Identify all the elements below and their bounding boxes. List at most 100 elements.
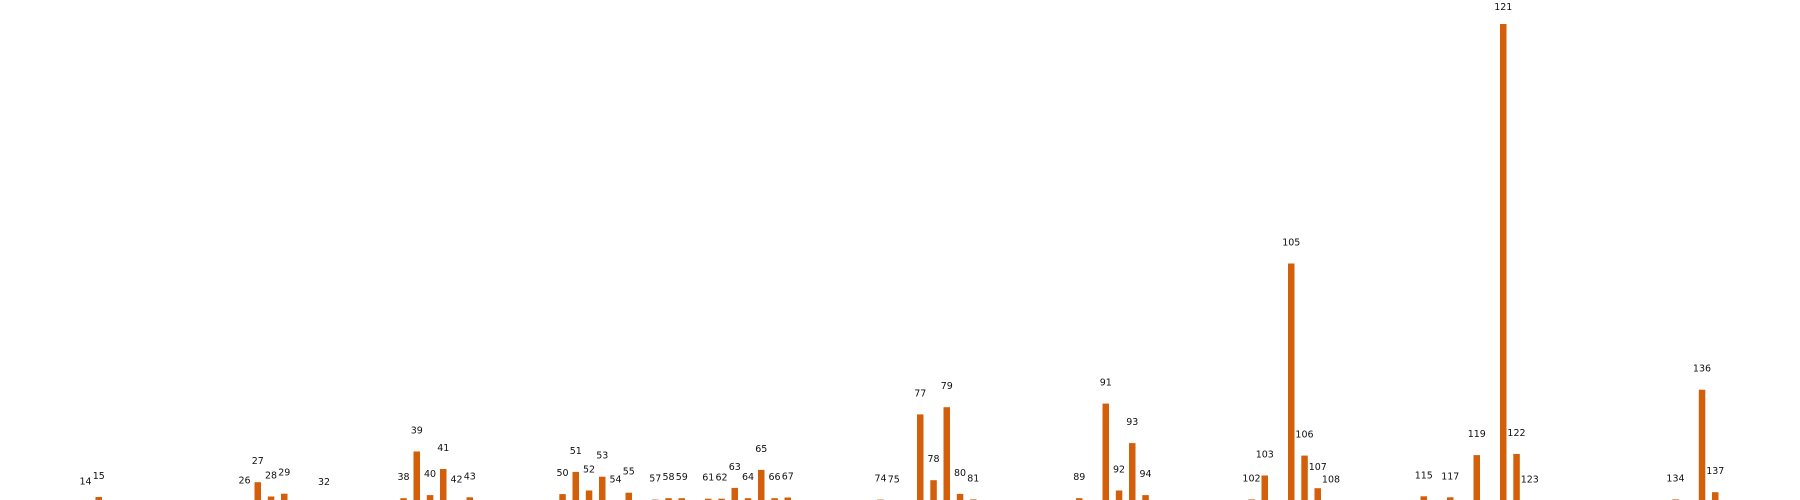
bar-label-121: 121 bbox=[1494, 2, 1512, 13]
bar-label-115: 115 bbox=[1415, 470, 1433, 481]
bar-78 bbox=[930, 480, 937, 500]
bar-label-66: 66 bbox=[768, 472, 780, 483]
bar-label-136: 136 bbox=[1693, 364, 1711, 375]
bar-label-67: 67 bbox=[782, 472, 794, 483]
bar-label-50: 50 bbox=[556, 468, 568, 479]
bar-label-77: 77 bbox=[914, 388, 926, 399]
bar-label-122: 122 bbox=[1507, 428, 1525, 439]
bar-79 bbox=[943, 407, 950, 500]
bar-label-57: 57 bbox=[649, 474, 661, 485]
bar-label-94: 94 bbox=[1139, 469, 1151, 480]
bar-label-102: 102 bbox=[1242, 473, 1260, 484]
bar-label-81: 81 bbox=[967, 473, 979, 484]
bar-39 bbox=[413, 451, 420, 500]
bar-28 bbox=[267, 496, 275, 500]
bar-62 bbox=[718, 498, 725, 500]
bar-29 bbox=[281, 493, 288, 500]
bar-label-61: 61 bbox=[702, 473, 714, 484]
bar-51 bbox=[572, 471, 579, 500]
bar-117 bbox=[1447, 497, 1454, 500]
bar-92 bbox=[1115, 490, 1123, 500]
bar-label-106: 106 bbox=[1295, 430, 1313, 441]
bar-label-108: 108 bbox=[1322, 475, 1340, 486]
bar-label-54: 54 bbox=[609, 474, 621, 485]
bar-55 bbox=[625, 492, 632, 500]
bar-label-62: 62 bbox=[715, 473, 727, 484]
bar-label-65: 65 bbox=[755, 444, 767, 455]
bar-41 bbox=[440, 469, 447, 500]
bar-27 bbox=[254, 482, 261, 500]
bar-122 bbox=[1513, 453, 1520, 500]
bar-label-14: 14 bbox=[79, 477, 91, 488]
bar-label-52: 52 bbox=[583, 465, 595, 476]
bar-label-79: 79 bbox=[941, 381, 953, 392]
bar-label-119: 119 bbox=[1468, 429, 1486, 440]
bar-38 bbox=[400, 498, 407, 500]
bar-67 bbox=[784, 497, 791, 500]
bar-label-39: 39 bbox=[411, 426, 423, 437]
bar-58 bbox=[665, 498, 672, 500]
bar-91 bbox=[1102, 403, 1109, 500]
bar-53 bbox=[599, 476, 606, 500]
bar-59 bbox=[678, 498, 685, 500]
bar-label-38: 38 bbox=[397, 472, 409, 483]
bar-50 bbox=[559, 494, 566, 500]
bar-label-103: 103 bbox=[1256, 450, 1274, 461]
bar-label-137: 137 bbox=[1706, 466, 1724, 477]
bar-105 bbox=[1288, 263, 1295, 500]
bar-label-134: 134 bbox=[1666, 473, 1684, 484]
bar-label-51: 51 bbox=[570, 446, 582, 457]
bar-label-91: 91 bbox=[1100, 378, 1112, 389]
bar-93 bbox=[1129, 443, 1136, 500]
bar-64 bbox=[744, 498, 752, 500]
bar-103 bbox=[1261, 475, 1268, 500]
bar-61 bbox=[705, 498, 712, 500]
bar-label-93: 93 bbox=[1126, 417, 1138, 428]
bar-label-40: 40 bbox=[424, 469, 436, 480]
bar-label-75: 75 bbox=[888, 475, 900, 486]
bar-119 bbox=[1473, 455, 1480, 500]
bar-77 bbox=[917, 414, 924, 500]
bar-label-89: 89 bbox=[1073, 472, 1085, 483]
bar-137 bbox=[1712, 492, 1719, 500]
bar-106 bbox=[1301, 455, 1308, 500]
bar-label-26: 26 bbox=[238, 475, 250, 486]
bar-15 bbox=[95, 497, 102, 500]
bar-label-80: 80 bbox=[954, 468, 966, 479]
bar-label-32: 32 bbox=[318, 477, 330, 488]
bar-80 bbox=[956, 493, 964, 500]
bar-43 bbox=[466, 497, 473, 500]
bar-label-28: 28 bbox=[265, 471, 277, 482]
bar-label-55: 55 bbox=[623, 467, 635, 478]
bar-66 bbox=[771, 498, 778, 500]
bar-label-92: 92 bbox=[1113, 465, 1125, 476]
bar-label-59: 59 bbox=[676, 472, 688, 483]
bar-label-29: 29 bbox=[278, 468, 290, 479]
bar-label-41: 41 bbox=[437, 443, 449, 454]
bar-label-74: 74 bbox=[874, 474, 886, 485]
bar-115 bbox=[1420, 496, 1427, 500]
bar-label-53: 53 bbox=[596, 451, 608, 462]
bar-label-63: 63 bbox=[729, 462, 741, 473]
bar-107 bbox=[1314, 488, 1321, 500]
bar-63 bbox=[731, 487, 738, 500]
bar-label-15: 15 bbox=[93, 471, 105, 482]
bar-label-27: 27 bbox=[252, 456, 264, 467]
bar-label-64: 64 bbox=[742, 472, 754, 483]
bar-label-43: 43 bbox=[464, 471, 476, 482]
bar-40 bbox=[426, 495, 434, 500]
bar-52 bbox=[585, 490, 593, 500]
bar-136 bbox=[1698, 389, 1706, 500]
bar-121 bbox=[1500, 24, 1507, 500]
bar-label-107: 107 bbox=[1309, 462, 1327, 473]
bar-89 bbox=[1076, 498, 1083, 500]
bar-94 bbox=[1142, 495, 1149, 500]
bar-label-117: 117 bbox=[1441, 471, 1459, 482]
bar-label-58: 58 bbox=[662, 472, 674, 483]
bar-label-42: 42 bbox=[450, 475, 462, 486]
bar-label-123: 123 bbox=[1521, 475, 1539, 486]
bar-label-105: 105 bbox=[1282, 238, 1300, 249]
bar-65 bbox=[758, 469, 765, 500]
bar-label-78: 78 bbox=[927, 454, 939, 465]
